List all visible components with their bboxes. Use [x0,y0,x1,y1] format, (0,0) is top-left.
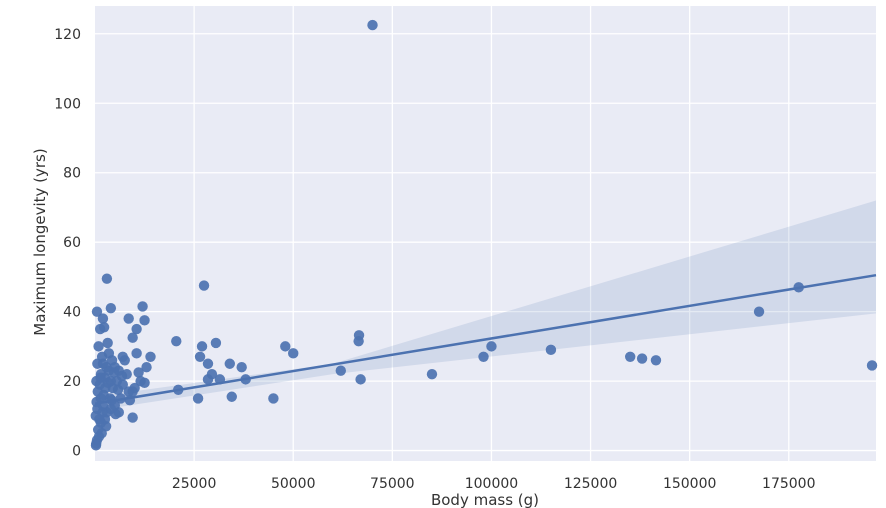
data-point [108,367,120,378]
data-point [124,395,136,406]
x-tick-label: 75000 [370,476,415,492]
data-point [116,370,128,382]
data-point [145,351,156,363]
data-point [102,377,114,389]
data-point [226,391,237,402]
data-point [367,19,378,31]
data-point [793,282,804,293]
data-point [214,374,226,385]
data-point [101,273,113,284]
x-axis-title: Body mass (g) [431,491,539,508]
data-point [426,368,438,380]
data-point [131,348,142,359]
data-point [137,301,148,312]
y-tick-label: 120 [54,27,81,43]
y-tick-label: 100 [54,96,81,112]
y-tick-label: 40 [63,305,81,321]
x-tick-label: 175000 [762,476,815,492]
data-point [194,351,206,363]
data-point [95,372,106,383]
data-point [101,362,112,373]
data-point [866,360,878,371]
data-point [353,330,365,341]
data-point [94,323,106,335]
data-point [123,313,134,324]
data-point [335,365,346,376]
data-point [753,306,765,317]
data-point [268,393,279,404]
data-point [141,362,152,373]
y-axis-title: Maximum longevity (yrs) [31,148,49,335]
x-tick-label: 150000 [663,476,716,492]
x-tick-label: 100000 [465,476,518,492]
data-points [90,19,878,451]
y-tick-label: 60 [63,235,81,251]
data-point [171,335,182,347]
data-point [90,440,102,451]
y-tick-label: 80 [63,166,81,182]
data-point [240,374,251,385]
data-point [127,386,138,397]
data-point [106,395,117,406]
data-point [93,341,104,352]
data-point [288,348,299,359]
data-point [97,407,108,418]
data-point [478,351,489,363]
x-tick-label: 25000 [172,476,217,492]
data-point [236,362,247,373]
data-point [96,351,108,363]
x-tick-label: 50000 [271,476,316,492]
x-tick-label: 125000 [564,476,617,492]
data-point [115,393,126,404]
x-tick-labels: 25000 50000 75000 100000 125000 150000 175000 [172,476,816,492]
data-point [355,374,366,385]
data-point [139,315,150,326]
data-point [210,337,222,349]
data-point [110,408,121,420]
y-tick-labels: 0 20 40 60 80 100 120 [54,27,81,460]
data-point [96,428,107,439]
data-point [91,306,103,317]
y-tick-label: 0 [72,444,81,460]
data-point [196,341,208,352]
data-point [127,412,138,423]
data-point [636,353,648,364]
data-point [135,375,146,387]
data-point [625,351,636,363]
data-point [206,368,218,380]
data-point [112,384,124,395]
grid-lines [95,6,876,461]
data-point [102,337,113,349]
plot-background [95,6,876,461]
data-point [198,280,210,291]
data-point [119,355,130,366]
data-point [106,355,118,366]
data-point [224,358,235,369]
data-point [133,367,144,378]
y-tick-label: 20 [63,374,81,390]
data-point [97,313,109,324]
data-point [486,341,497,352]
regression-line [94,273,877,405]
data-point [650,355,662,366]
data-point [202,358,214,369]
data-point [173,384,184,395]
data-point [192,393,204,404]
data-point [545,344,557,356]
data-point [280,341,291,352]
data-point [127,332,138,343]
data-point [131,323,142,335]
data-point [105,302,117,314]
